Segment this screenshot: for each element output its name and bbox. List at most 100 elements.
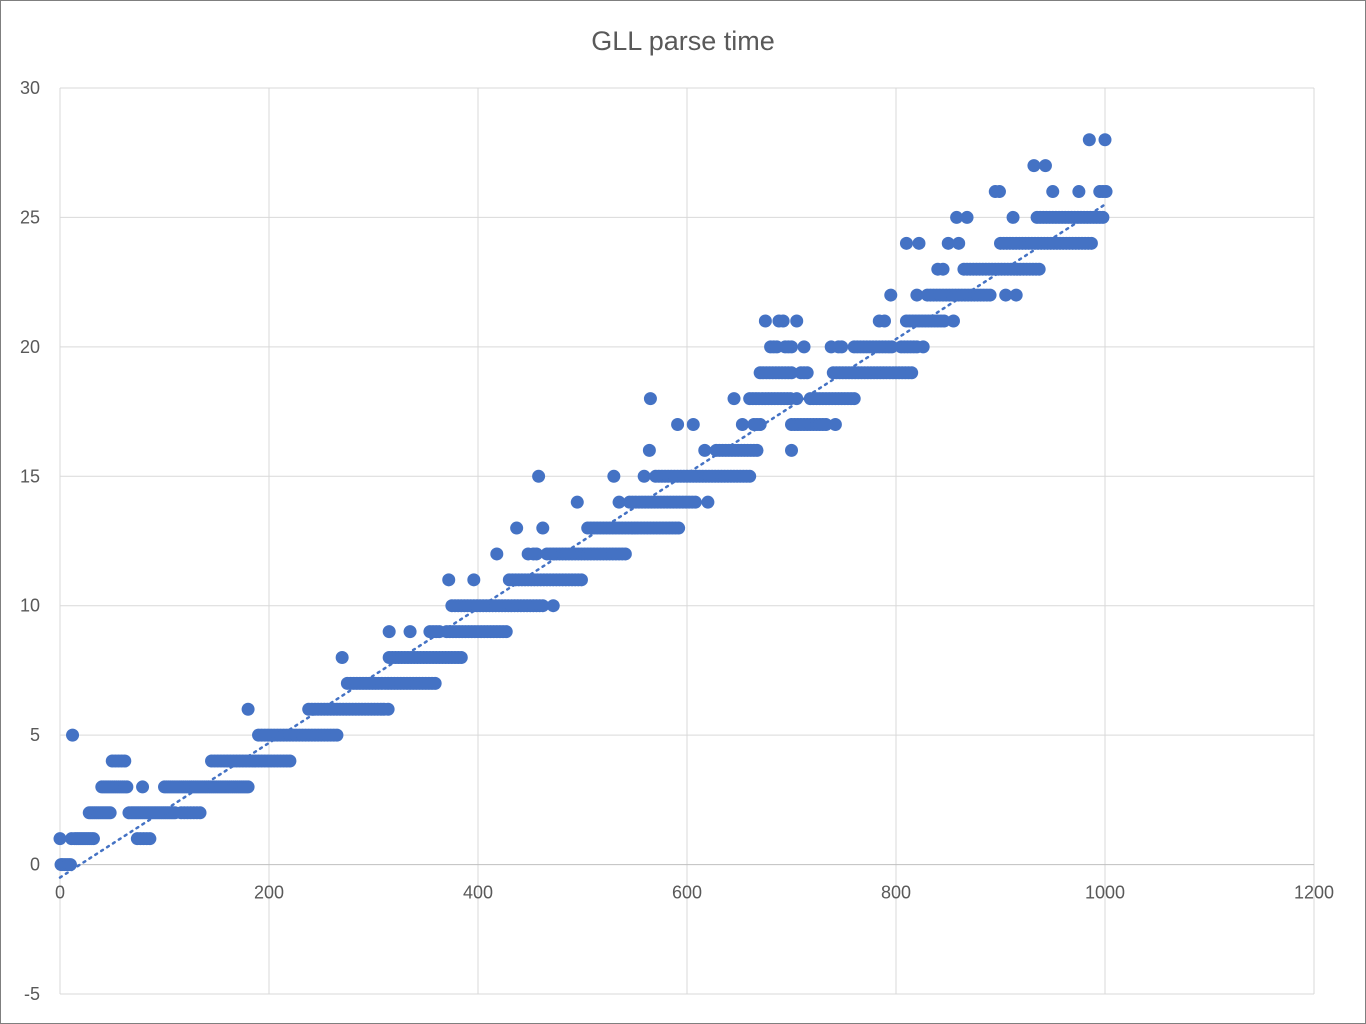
data-point [671, 418, 685, 432]
data-point [467, 573, 481, 587]
data-point [936, 262, 950, 276]
data-point [510, 521, 524, 535]
data-point [899, 236, 913, 250]
data-point [193, 806, 207, 820]
data-point [570, 495, 584, 509]
data-point [758, 314, 772, 328]
data-point [382, 625, 396, 639]
data-point [819, 418, 833, 432]
data-point [618, 547, 632, 561]
x-tick-label: 800 [881, 883, 911, 903]
x-tick-label: 1200 [1294, 883, 1334, 903]
data-point [1099, 185, 1113, 199]
x-tick-label: 1000 [1085, 883, 1125, 903]
data-point [612, 495, 626, 509]
data-point [120, 780, 134, 794]
data-point [530, 547, 544, 561]
data-point [53, 832, 67, 846]
data-point [946, 314, 960, 328]
y-tick-label: 10 [20, 596, 40, 616]
data-point [241, 702, 255, 716]
data-point [785, 443, 798, 457]
x-tick-label: 400 [463, 883, 493, 903]
data-point [143, 832, 157, 846]
y-tick-label: 25 [20, 207, 40, 227]
data-point [546, 599, 560, 613]
data-point [1006, 210, 1020, 224]
data-point [753, 418, 767, 432]
data-point [960, 210, 974, 224]
chart-title: GLL parse time [591, 26, 775, 56]
data-point [86, 832, 100, 846]
data-point [785, 366, 798, 380]
data-point [1072, 185, 1086, 199]
tick-labels: 0 200 400 600 800 1000 1200 -5 0 5 10 15 20 25 30 [20, 78, 1334, 1004]
data-point [536, 599, 550, 613]
data-point [66, 728, 80, 742]
data-point [776, 314, 790, 328]
data-point [1098, 133, 1112, 147]
data-point [835, 340, 849, 354]
y-tick-label: 20 [20, 337, 40, 357]
data-point [847, 392, 861, 406]
data-point [1046, 185, 1060, 199]
data-point [1096, 210, 1110, 224]
data-point [1009, 288, 1023, 302]
data-point [701, 495, 715, 509]
data-point [403, 625, 417, 639]
data-point [330, 728, 344, 742]
data-point [103, 806, 117, 820]
data-point [999, 288, 1013, 302]
data-point [607, 469, 621, 483]
x-tick-label: 600 [672, 883, 702, 903]
data-point [910, 288, 924, 302]
data-point [878, 314, 892, 328]
data-point [637, 469, 651, 483]
data-point [241, 780, 255, 794]
data-point [912, 236, 926, 250]
data-point [1038, 159, 1052, 173]
data-point [952, 236, 966, 250]
data-point [574, 573, 588, 587]
data-point [118, 754, 132, 768]
data-point [941, 236, 955, 250]
data-point [688, 495, 702, 509]
data-point [283, 754, 297, 768]
grid-lines [59, 87, 1315, 995]
data-points [53, 133, 1113, 872]
x-tick-label: 0 [55, 883, 65, 903]
data-point [916, 340, 930, 354]
data-point [335, 650, 349, 664]
data-point [743, 469, 757, 483]
data-point [1084, 236, 1098, 250]
data-point [63, 858, 77, 872]
data-point [499, 625, 513, 639]
data-point [490, 547, 504, 561]
data-point [800, 366, 814, 380]
data-point [1027, 159, 1041, 173]
data-point [884, 288, 898, 302]
data-point [1082, 133, 1096, 147]
data-point [643, 392, 657, 406]
data-point [136, 780, 150, 794]
data-point [672, 521, 686, 535]
data-point [642, 443, 656, 457]
trendline-layer [58, 203, 1107, 879]
data-point [983, 288, 997, 302]
data-point [1032, 262, 1046, 276]
y-tick-label: -5 [24, 984, 40, 1004]
data-point [937, 314, 951, 328]
y-tick-label: 15 [20, 466, 40, 486]
data-point [381, 702, 395, 716]
data-point [790, 392, 804, 406]
data-point [750, 443, 764, 457]
x-tick-label: 200 [254, 883, 284, 903]
data-point [454, 650, 468, 664]
y-tick-label: 0 [30, 855, 40, 875]
data-point [950, 210, 964, 224]
data-point [735, 418, 749, 432]
data-point [797, 340, 811, 354]
data-point [885, 340, 899, 354]
